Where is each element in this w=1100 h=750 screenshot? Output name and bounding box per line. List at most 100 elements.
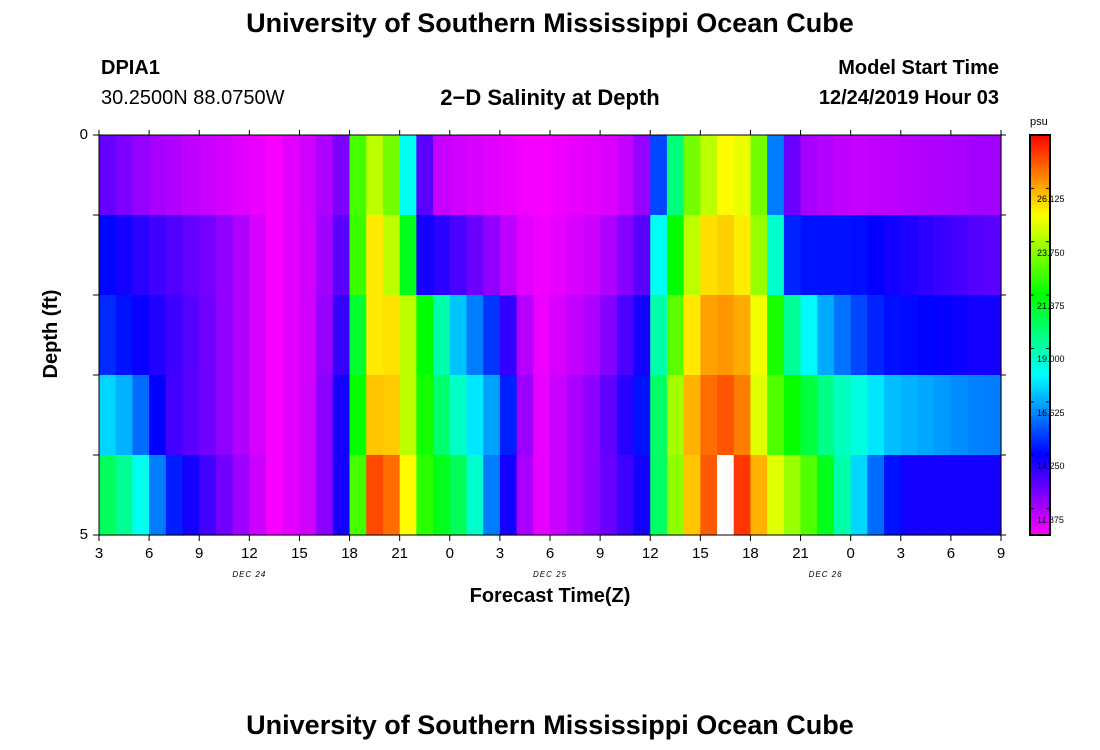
x-tick-label: 3 bbox=[495, 545, 505, 562]
heatmap-cell bbox=[199, 135, 217, 216]
colorbar-segment bbox=[1030, 508, 1050, 513]
heatmap-cell bbox=[316, 215, 334, 296]
heatmap-cell bbox=[199, 295, 217, 376]
heatmap-cell bbox=[583, 455, 601, 536]
heatmap-cell bbox=[733, 215, 752, 296]
x-tick-label: 9 bbox=[996, 545, 1006, 562]
heatmap-cell bbox=[767, 135, 785, 216]
colorbar-segment bbox=[1030, 181, 1050, 186]
heatmap-cell bbox=[717, 375, 735, 456]
heatmap-cell bbox=[616, 375, 635, 456]
x-tick-label: 3 bbox=[896, 545, 905, 562]
colorbar-segment bbox=[1030, 338, 1050, 343]
colorbar-segment bbox=[1030, 285, 1050, 289]
heatmap-cell bbox=[566, 295, 584, 376]
colorbar-segment bbox=[1030, 358, 1050, 363]
station-location: 30.2500N 88.0750W bbox=[101, 87, 285, 109]
colorbar bbox=[1029, 134, 1051, 536]
heatmap-cell bbox=[884, 215, 902, 296]
colorbar-segment bbox=[1030, 288, 1050, 293]
heatmap-cell bbox=[366, 135, 384, 216]
heatmap-cell bbox=[666, 455, 685, 536]
heatmap-cell bbox=[950, 295, 969, 376]
colorbar-segment bbox=[1030, 505, 1050, 509]
heatmap-cell bbox=[917, 215, 935, 296]
x-tick-label: 18 bbox=[742, 545, 759, 562]
heatmap-cell bbox=[616, 295, 635, 376]
heatmap-cell bbox=[700, 135, 718, 216]
heatmap-cell bbox=[266, 455, 284, 536]
colorbar-segment bbox=[1030, 258, 1050, 263]
colorbar-tick-label: 21.375 bbox=[1037, 301, 1065, 312]
heatmap-cell bbox=[633, 295, 651, 376]
heatmap-cell bbox=[316, 135, 334, 216]
heatmap-cell bbox=[466, 295, 484, 376]
colorbar-segment bbox=[1030, 318, 1050, 323]
heatmap-cell bbox=[850, 295, 868, 376]
heatmap-cell bbox=[399, 295, 417, 376]
heatmap-cell bbox=[215, 135, 234, 216]
heatmap-cell bbox=[215, 215, 234, 296]
colorbar-segment bbox=[1030, 165, 1050, 169]
heatmap-cell bbox=[650, 215, 668, 296]
heatmap-cell bbox=[165, 295, 184, 376]
colorbar-segment bbox=[1030, 308, 1050, 313]
heatmap-cell bbox=[249, 375, 267, 456]
heatmap-cell bbox=[900, 135, 919, 216]
heatmap-cell bbox=[149, 215, 167, 296]
heatmap-cell bbox=[533, 455, 551, 536]
colorbar-segment bbox=[1030, 281, 1050, 286]
heatmap-cell bbox=[884, 455, 902, 536]
colorbar-segment bbox=[1030, 411, 1050, 416]
heatmap-cell bbox=[165, 375, 184, 456]
colorbar-segment bbox=[1030, 361, 1050, 366]
colorbar-ticks bbox=[1030, 187, 1050, 510]
colorbar-segment bbox=[1030, 261, 1050, 266]
heatmap-cell bbox=[349, 135, 367, 216]
heatmap-cell bbox=[550, 215, 568, 296]
heatmap-cell bbox=[199, 375, 217, 456]
heatmap-cell bbox=[499, 455, 518, 536]
colorbar-segment bbox=[1030, 315, 1050, 319]
heatmap-cell bbox=[650, 455, 668, 536]
colorbar-segment bbox=[1030, 451, 1050, 456]
x-tick-label: 21 bbox=[792, 545, 809, 562]
heatmap-cell bbox=[917, 375, 935, 456]
heatmap-cell bbox=[850, 375, 868, 456]
heatmap-cell bbox=[633, 135, 651, 216]
heatmap-cell bbox=[666, 135, 685, 216]
heatmap-cell bbox=[499, 135, 518, 216]
heatmap-cell bbox=[700, 375, 718, 456]
heatmap-cell bbox=[984, 375, 1002, 456]
heatmap-cell bbox=[149, 135, 167, 216]
heatmap-cell bbox=[733, 135, 752, 216]
colorbar-segment bbox=[1030, 531, 1050, 536]
heatmap-cell bbox=[900, 295, 919, 376]
colorbar-segment bbox=[1030, 241, 1050, 246]
heatmap-cell bbox=[867, 135, 885, 216]
colorbar-segment bbox=[1030, 335, 1050, 339]
heatmap-cell bbox=[499, 295, 518, 376]
heatmap-cell bbox=[232, 135, 250, 216]
heatmap-cell bbox=[99, 375, 117, 456]
heatmap-cell bbox=[366, 215, 384, 296]
heatmap-cell bbox=[332, 295, 351, 376]
heatmap-cell bbox=[282, 375, 301, 456]
heatmap-cell bbox=[867, 215, 885, 296]
heatmap-cell bbox=[366, 295, 384, 376]
colorbar-segment bbox=[1030, 218, 1050, 223]
heatmap-cell bbox=[182, 135, 200, 216]
colorbar-segment bbox=[1030, 445, 1050, 449]
heatmap-cell bbox=[566, 455, 584, 536]
colorbar-segment bbox=[1030, 391, 1050, 396]
heatmap-cell bbox=[433, 375, 451, 456]
heatmap-cell bbox=[433, 215, 451, 296]
heatmap-cell bbox=[917, 135, 935, 216]
heatmap-cell bbox=[182, 215, 200, 296]
colorbar-segment bbox=[1030, 345, 1050, 349]
colorbar-segment bbox=[1030, 458, 1050, 463]
heatmap-cell bbox=[449, 295, 468, 376]
heatmap-cell bbox=[950, 455, 969, 536]
heatmap-cell bbox=[332, 455, 351, 536]
heatmap-cell bbox=[282, 455, 301, 536]
